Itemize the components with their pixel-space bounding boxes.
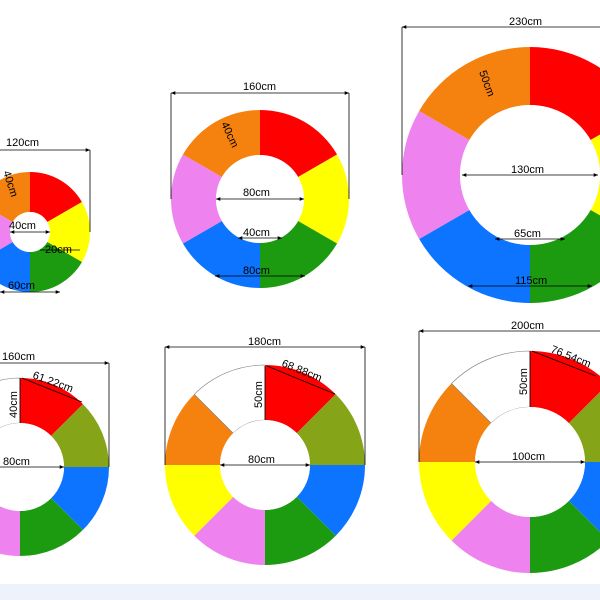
ring-160b-segment-pink — [0, 506, 20, 556]
ring-120-inner-edge-label: 20cm — [45, 244, 72, 256]
ring-200-segment-green — [530, 500, 600, 573]
ring-230-outer-edge-label: 115cm — [515, 275, 547, 287]
ring-230-inner-diameter-label: 130cm — [511, 164, 544, 176]
ring-160b-segment-blue — [51, 467, 109, 530]
ring-160a-outer-diameter-label: 160cm — [243, 81, 276, 93]
ring-180-inner-diameter-label: 80cm — [248, 454, 275, 466]
ring-200-segment-orange — [419, 383, 492, 462]
ring-230-segment-blue — [419, 210, 530, 303]
ring-230-segment-red — [530, 47, 600, 140]
ring-120-inner-diameter-label: 40cm — [9, 220, 36, 232]
ring-160b-outer-diameter-label: 160cm — [2, 351, 35, 363]
ring-160b-side-label: 40cm — [8, 391, 20, 418]
ring-160b-segment-red — [20, 378, 83, 436]
ring-120-segment-green — [30, 242, 82, 292]
ring-160a-segment-blue — [182, 221, 260, 288]
ring-160a-segment-green — [260, 221, 338, 288]
ring-120-outer-diameter-label: 120cm — [6, 137, 39, 149]
ring-200-inner-diameter-label: 100cm — [512, 451, 545, 463]
ring-160a — [171, 110, 350, 288]
ring-200-segment-pink — [451, 500, 530, 573]
ring-200-segment-red — [530, 351, 600, 424]
ring-160a-dimensions: 160cm 40cm 80cm 40cm 80cm — [170, 81, 350, 278]
ring-160a-segment-yellow — [298, 154, 350, 244]
ring-200-outer-diameter-label: 200cm — [511, 320, 544, 332]
ring-230-segment-pink — [402, 111, 470, 239]
ring-120 — [0, 172, 90, 292]
ring-160a-inner-edge-label: 40cm — [243, 227, 270, 239]
ring-160a-segment-red — [260, 110, 338, 177]
ring-230-segment-green — [530, 210, 600, 303]
ring-230-segment-orange — [419, 47, 530, 140]
ring-160a-segment-pink — [171, 154, 222, 244]
ring-180-outer-diameter-label: 180cm — [248, 336, 281, 348]
ring-160a-segment-orange — [182, 110, 260, 177]
ring-120-segment-pink — [0, 214, 13, 250]
ring-120-segment-red — [30, 172, 82, 222]
ring-230-segment-yellow — [590, 134, 600, 216]
ring-160b-segment-olive — [51, 404, 109, 467]
ring-180-segment-green — [265, 496, 336, 565]
outer-edge-line — [21, 377, 83, 403]
ring-180-segment-yellow — [165, 465, 234, 536]
ring-200-segment-olive — [568, 392, 600, 462]
ring-200-segment-yellow — [419, 462, 492, 541]
ring-230-inner-edge-label: 65cm — [514, 228, 541, 240]
ring-160b-inner-diameter-label: 80cm — [3, 456, 30, 468]
ring-180-segment-olive — [296, 394, 365, 465]
ring-180-segment-orange — [165, 394, 234, 465]
ring-160b-segment-green — [20, 498, 83, 556]
ring-160a-outer-edge-label: 80cm — [243, 265, 270, 277]
bottom-strip — [0, 584, 600, 600]
ring-230-outer-diameter-label: 230cm — [509, 16, 542, 28]
outer-edge-line — [531, 350, 597, 377]
ring-180-segment-blue — [296, 465, 365, 536]
ring-120-outer-edge-label: 60cm — [8, 280, 35, 292]
ring-180-side-label: 50cm — [253, 381, 265, 408]
ring-180-segment-red — [265, 365, 336, 434]
outer-edge-line — [266, 365, 336, 395]
ring-120-segment-blue — [0, 242, 30, 292]
ring-160a-inner-diameter-label: 80cm — [243, 187, 270, 199]
ring-200-side-label: 50cm — [518, 368, 530, 395]
ring-120-dimensions: 120cm 40cm 40cm 20cm 60cm — [0, 137, 91, 294]
ring-120-segment-yellow — [47, 202, 90, 262]
ring-200-segment-blue — [568, 462, 600, 532]
ring-120-segment-orange — [0, 172, 30, 222]
ring-180-segment-pink — [194, 496, 265, 565]
